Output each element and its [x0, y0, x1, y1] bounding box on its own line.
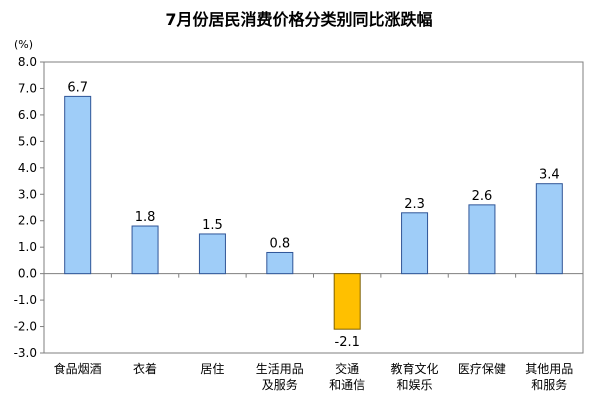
- category-label: 生活用品: [256, 362, 304, 376]
- y-tick-label: 6.0: [18, 108, 37, 122]
- data-label: 0.8: [269, 236, 290, 251]
- category-label: 居住: [200, 362, 224, 376]
- data-label: 2.3: [404, 197, 425, 212]
- bar: [468, 204, 496, 275]
- data-label: 1.5: [202, 218, 223, 233]
- data-label: 3.4: [539, 168, 560, 183]
- data-label: 6.7: [67, 80, 88, 95]
- y-tick-label: -3.0: [14, 346, 37, 360]
- data-label: 2.6: [472, 189, 493, 204]
- bar: [401, 212, 429, 275]
- chart-title: 7月份居民消费价格分类别同比涨跌幅: [165, 10, 433, 29]
- data-label: 1.8: [135, 210, 156, 225]
- category-label: 食品烟酒: [54, 361, 102, 376]
- y-tick-label: 3.0: [18, 187, 37, 201]
- y-tick-label: 4.0: [18, 161, 37, 175]
- bar: [333, 273, 361, 330]
- plot-frame: [43, 61, 584, 354]
- y-tick-label: 1.0: [18, 240, 37, 254]
- bar: [266, 251, 294, 275]
- y-tick-label: 8.0: [18, 55, 37, 69]
- bar: [535, 183, 563, 275]
- bar: [64, 95, 92, 275]
- y-tick-label: 0.0: [18, 267, 37, 281]
- y-tick-label: 7.0: [18, 81, 37, 95]
- category-label: 衣着: [133, 361, 157, 376]
- category-label: 和服务: [531, 377, 567, 392]
- data-label: -2.1: [335, 335, 360, 350]
- bar: [131, 225, 159, 275]
- category-label: 其他用品: [525, 362, 573, 376]
- category-label: 教育文化: [391, 361, 439, 376]
- y-tick-label: -2.0: [14, 320, 37, 334]
- y-tick-label: -1.0: [14, 293, 37, 307]
- category-label: 交通: [335, 361, 359, 376]
- bar: [198, 233, 226, 275]
- category-label: 和通信: [329, 378, 365, 392]
- y-tick-label: 5.0: [18, 134, 37, 148]
- y-tick-label: 2.0: [18, 214, 37, 228]
- category-label: 医疗保健: [458, 362, 506, 376]
- category-label: 及服务: [262, 377, 298, 392]
- y-axis-unit: (%): [14, 38, 34, 51]
- category-label: 和娱乐: [397, 378, 433, 392]
